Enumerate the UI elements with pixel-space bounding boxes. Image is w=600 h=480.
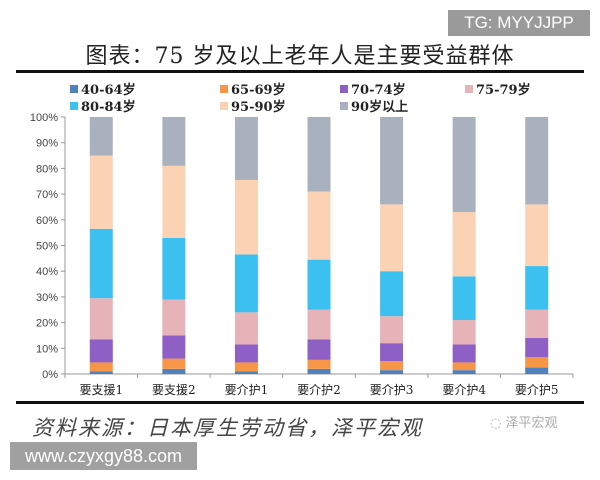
bar-segment bbox=[234, 371, 258, 374]
bar-segment bbox=[162, 299, 186, 336]
legend-swatch bbox=[340, 84, 348, 93]
bar-segment bbox=[525, 117, 549, 205]
legend-item: 80-84岁 bbox=[70, 96, 136, 115]
bar-segment bbox=[307, 117, 331, 192]
legend-label: 75-79岁 bbox=[476, 83, 531, 98]
bar-segment bbox=[525, 338, 549, 358]
brand-text: 泽平宏观 bbox=[505, 416, 558, 431]
legend-label: 40-64岁 bbox=[81, 83, 136, 98]
bar-segment bbox=[380, 343, 404, 362]
wechat-icon: ◌ bbox=[490, 416, 506, 431]
legend-label: 70-74岁 bbox=[351, 83, 406, 98]
bar-segment bbox=[307, 191, 331, 260]
bottom-rule bbox=[16, 401, 584, 404]
bar-segment bbox=[452, 370, 476, 374]
x-tick-label: 要介护4 bbox=[442, 383, 486, 397]
bar-segment bbox=[380, 316, 404, 344]
y-tick-label: 70% bbox=[36, 189, 58, 201]
bar-segment bbox=[234, 312, 258, 345]
y-tick-label: 20% bbox=[36, 318, 58, 330]
bar-segment bbox=[89, 117, 113, 156]
bar-segment bbox=[525, 309, 549, 339]
chart-svg: 0% 10% 20% 30% 40% 50% 60% 70% 80% 90% 100% 要支援1 要支援… bbox=[30, 112, 574, 397]
bar-segment bbox=[234, 117, 258, 180]
legend-item: 65-69岁 bbox=[220, 79, 286, 98]
x-tick-label: 要介护2 bbox=[297, 383, 341, 397]
y-tick-label: 100% bbox=[30, 112, 58, 124]
bar-segment bbox=[307, 339, 331, 360]
y-tick-label: 50% bbox=[36, 241, 58, 253]
bar-segment bbox=[162, 165, 186, 238]
legend-item: 75-79岁 bbox=[465, 79, 531, 98]
bar-segment bbox=[89, 339, 113, 363]
x-tick-label: 要介护1 bbox=[225, 383, 269, 397]
bar-segment bbox=[452, 320, 476, 345]
brand-watermark: ◌ 泽平宏观 bbox=[490, 412, 558, 431]
bar-segment bbox=[307, 359, 331, 369]
bar-segment bbox=[162, 237, 186, 300]
bar-segment bbox=[380, 370, 404, 374]
source-note: 资料来源：日本厚生劳动省，泽平宏观 bbox=[32, 416, 423, 440]
legend-item: 90岁以上 bbox=[340, 96, 408, 115]
bar-segment bbox=[89, 362, 113, 372]
bar-segment bbox=[452, 212, 476, 277]
y-tick-label: 60% bbox=[36, 215, 58, 227]
legend-item: 40-64岁 bbox=[70, 79, 136, 98]
bar-segment bbox=[89, 155, 113, 229]
bar-segment bbox=[162, 368, 186, 374]
bar-segment bbox=[234, 254, 258, 313]
legend-swatch bbox=[70, 101, 78, 110]
bar-segment bbox=[380, 361, 404, 371]
bar-segment bbox=[525, 266, 549, 310]
bar-segment bbox=[307, 368, 331, 374]
bar-segment bbox=[89, 228, 113, 299]
legend-swatch bbox=[220, 84, 228, 93]
bar-segment bbox=[452, 276, 476, 321]
bar-segment bbox=[307, 259, 331, 310]
bar-segment bbox=[234, 179, 258, 255]
legend-label: 90岁以上 bbox=[351, 100, 409, 115]
x-tick-label: 要支援2 bbox=[152, 383, 196, 397]
bar-segment bbox=[162, 117, 186, 166]
bar-segment bbox=[525, 367, 549, 374]
y-tick-label: 0% bbox=[42, 369, 58, 381]
bar-segment bbox=[89, 298, 113, 340]
y-tick-label: 30% bbox=[36, 292, 58, 304]
legend-swatch bbox=[70, 84, 78, 93]
bar-segment bbox=[380, 271, 404, 317]
bar-segment bbox=[234, 344, 258, 363]
bar-segment bbox=[89, 371, 113, 374]
x-tick-label: 要支援1 bbox=[79, 383, 123, 397]
bar-segment bbox=[452, 344, 476, 363]
bar-segment bbox=[525, 204, 549, 267]
bar-segment bbox=[380, 117, 404, 205]
top-rule bbox=[16, 70, 584, 73]
site-watermark: www.czyxgy88.com bbox=[10, 442, 197, 470]
y-tick-label: 40% bbox=[36, 266, 58, 278]
chart-title: 图表：75 岁及以上老年人是主要受益群体 bbox=[85, 44, 515, 69]
bar-segment bbox=[234, 362, 258, 372]
legend-label: 65-69岁 bbox=[231, 83, 286, 98]
y-tick-label: 80% bbox=[36, 163, 58, 175]
legend-item: 95-90岁 bbox=[220, 96, 286, 115]
bar-segment bbox=[307, 309, 331, 340]
x-tick-label: 要介护5 bbox=[515, 383, 559, 397]
legend-label: 80-84岁 bbox=[81, 100, 136, 115]
tg-watermark: TG: MYYJJPP bbox=[448, 10, 590, 36]
bar-segment bbox=[452, 117, 476, 213]
bar-segment bbox=[452, 362, 476, 371]
bar-segment bbox=[162, 358, 186, 369]
legend-item: 70-74岁 bbox=[340, 79, 406, 98]
legend-swatch bbox=[340, 101, 348, 110]
legend-label: 95-90岁 bbox=[231, 100, 286, 115]
bar-segment bbox=[525, 357, 549, 368]
x-tick-label: 要介护3 bbox=[370, 383, 414, 397]
y-tick-label: 90% bbox=[36, 138, 58, 150]
legend-swatch bbox=[465, 84, 473, 93]
bar-segment bbox=[162, 335, 186, 359]
bar-segment bbox=[380, 204, 404, 272]
y-tick-label: 10% bbox=[36, 343, 58, 355]
legend-swatch bbox=[220, 101, 228, 110]
